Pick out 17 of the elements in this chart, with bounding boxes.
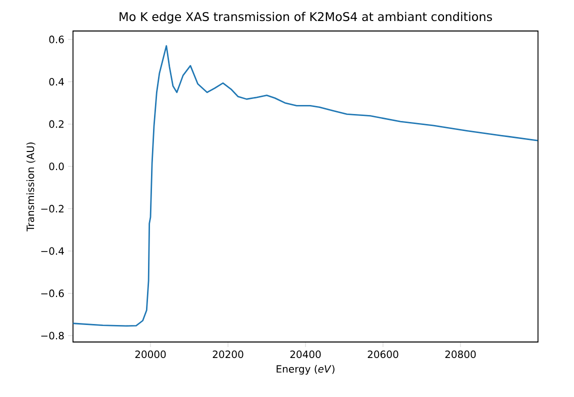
y-tick-label: −0.8 (41, 332, 64, 340)
y-tick-label: 0.6 (49, 36, 64, 44)
y-tick-label: −0.6 (41, 290, 64, 298)
x-axis-title: Energy (eV) (276, 364, 334, 375)
x-tick-label: 20600 (368, 350, 398, 358)
y-axis-title: Transmission (AU) (26, 142, 36, 232)
chart-title: Mo K edge XAS transmission of K2MoS4 at ambiant conditions (120, 12, 492, 24)
x-tick-label: 20400 (290, 350, 321, 358)
x-tick-label: 20200 (212, 350, 244, 358)
y-tick-label: 0.2 (49, 120, 64, 128)
line-series (73, 45, 538, 327)
y-tick-label: −0.2 (41, 204, 64, 212)
y-tick-label: 0.4 (49, 78, 64, 86)
y-tick-label: 0.0 (49, 162, 64, 170)
x-tick-label: 20000 (135, 350, 166, 358)
y-tick-label: −0.4 (41, 247, 64, 255)
x-tick-label: 20800 (445, 350, 476, 358)
